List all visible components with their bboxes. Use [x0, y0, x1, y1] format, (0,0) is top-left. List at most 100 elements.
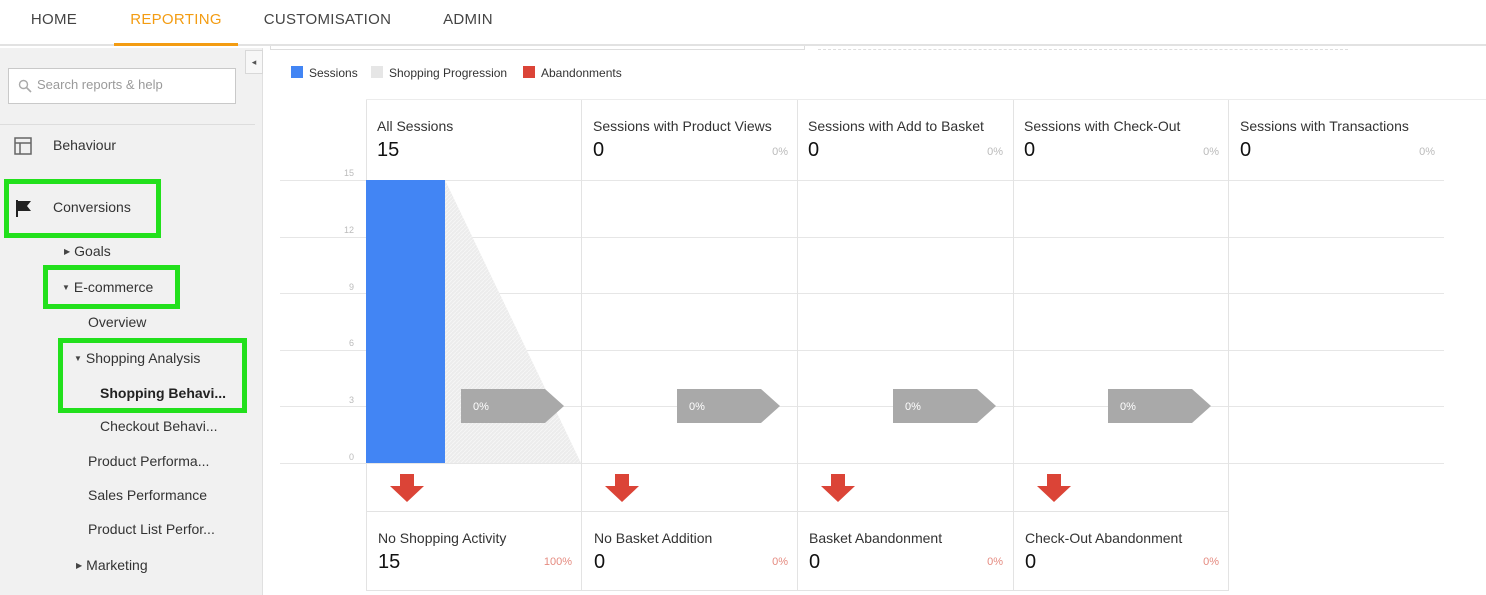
- abandonment-arrow-icon: [390, 474, 424, 502]
- top-navigation: HOME REPORTING CUSTOMISATION ADMIN: [0, 0, 1486, 46]
- abandonment-name: Basket Abandonment: [809, 530, 943, 546]
- legend-progression: Shopping Progression: [371, 66, 507, 80]
- stage-value: 15: [377, 139, 400, 161]
- sidebar-item-sales-performance[interactable]: Sales Performance: [88, 487, 208, 503]
- legend-abandonments: Abandonments: [523, 66, 622, 80]
- gridline: [280, 406, 1444, 407]
- progression-tag-label: 0%: [689, 401, 705, 413]
- abandonment-name: No Shopping Activity: [378, 530, 507, 546]
- y-tick-label: 15: [343, 168, 354, 178]
- stage-percent: 0%: [772, 146, 788, 158]
- search-input[interactable]: [37, 77, 227, 92]
- stage-value: 0: [808, 139, 820, 161]
- column-separator: [797, 100, 798, 591]
- collapse-sidebar-button[interactable]: ◂: [245, 50, 263, 74]
- legend-swatch: [371, 66, 383, 78]
- expand-right-icon: ▶: [64, 247, 71, 256]
- sidebar-item-overview[interactable]: Overview: [88, 314, 147, 330]
- abandonment-card[interactable]: [366, 511, 582, 591]
- tab-admin[interactable]: ADMIN: [443, 11, 493, 28]
- sidebar-item-product-performance[interactable]: Product Performa...: [88, 453, 210, 469]
- tab-customisation[interactable]: CUSTOMISATION: [263, 11, 392, 28]
- abandonment-card[interactable]: [581, 511, 798, 591]
- sidebar-item-checkout-behaviour[interactable]: Checkout Behavi...: [100, 418, 218, 434]
- stage-name: Sessions with Check-Out: [1024, 118, 1181, 134]
- abandonment-value: 0: [594, 551, 606, 573]
- stage-name: Sessions with Transactions: [1240, 118, 1409, 134]
- sidebar-item-conversions[interactable]: Conversions: [53, 199, 131, 215]
- sidebar: Behaviour Conversions ▶Goals ▼E-commerce…: [0, 48, 263, 595]
- gridline: [280, 463, 1444, 464]
- stage-percent: 0%: [987, 146, 1003, 158]
- divider: [0, 124, 255, 125]
- abandonment-name: Check-Out Abandonment: [1025, 530, 1183, 546]
- progression-tag-label: 0%: [473, 401, 489, 413]
- sidebar-item-product-list-performance[interactable]: Product List Perfor...: [88, 521, 215, 537]
- gridline: [280, 293, 1444, 294]
- stage-value: 0: [593, 139, 605, 161]
- expand-down-icon: ▼: [74, 354, 82, 363]
- legend-label: Shopping Progression: [389, 66, 508, 80]
- abandonment-percent: 100%: [543, 556, 572, 568]
- progression-tag: 0%: [1108, 389, 1211, 423]
- abandonment-name: No Basket Addition: [594, 530, 713, 546]
- y-tick-label: 0: [348, 452, 354, 462]
- sidebar-item-ecommerce[interactable]: ▼ E-commerce: [62, 279, 153, 295]
- sidebar-item-marketing[interactable]: ▶ Marketing: [76, 557, 148, 573]
- legend-label: Abandonments: [541, 66, 622, 80]
- stage-name: Sessions with Add to Basket: [808, 118, 984, 134]
- abandonment-arrow-icon: [821, 474, 855, 502]
- tab-home[interactable]: HOME: [30, 11, 78, 28]
- header-divider: [366, 99, 1486, 100]
- highlight-box-shopping-behaviour: [58, 338, 247, 413]
- y-tick-label: 3: [348, 395, 354, 405]
- stage-percent: 0%: [1203, 146, 1219, 158]
- stage-name: Sessions with Product Views: [593, 118, 772, 134]
- legend-sessions: Sessions: [291, 66, 358, 80]
- sessions-bar: [366, 180, 445, 463]
- progression-tag-label: 0%: [905, 401, 921, 413]
- progression-tag: 0%: [677, 389, 780, 423]
- gridline: [280, 237, 1444, 238]
- highlight-box-ecommerce: [43, 265, 180, 309]
- legend-swatch: [523, 66, 535, 78]
- gridline: [280, 350, 1444, 351]
- search-box[interactable]: [8, 68, 236, 104]
- abandonment-card[interactable]: [797, 511, 1014, 591]
- column-separator: [1013, 100, 1014, 591]
- y-tick-label: 6: [348, 338, 354, 348]
- legend-label: Sessions: [309, 66, 358, 80]
- shopping-analysis-label: Shopping Analysis: [85, 350, 201, 366]
- abandonment-percent: 0%: [1203, 556, 1219, 568]
- tab-reporting[interactable]: REPORTING: [114, 0, 238, 46]
- stage-name: All Sessions: [377, 118, 454, 134]
- progression-tag: 0%: [893, 389, 996, 423]
- flag-icon: [16, 200, 31, 217]
- abandonment-value: 15: [378, 551, 401, 573]
- sidebar-item-behaviour[interactable]: Behaviour: [53, 137, 117, 153]
- expand-right-icon: ▶: [76, 561, 83, 570]
- gridline: [280, 180, 1444, 181]
- top-control-edge: [270, 46, 805, 50]
- highlight-box-conversions: [4, 179, 161, 238]
- column-separator: [581, 100, 582, 591]
- sidebar-item-shopping-behaviour[interactable]: Shopping Behavi...: [100, 385, 227, 401]
- behaviour-icon: [14, 137, 32, 155]
- expand-down-icon: ▼: [62, 283, 70, 292]
- abandonment-percent: 0%: [772, 556, 788, 568]
- ecommerce-label: E-commerce: [73, 279, 154, 295]
- progression-tag: 0%: [461, 389, 564, 423]
- abandonment-card[interactable]: [1013, 511, 1229, 591]
- legend-swatch: [291, 66, 303, 78]
- sidebar-item-shopping-analysis[interactable]: ▼ Shopping Analysis: [74, 350, 200, 366]
- abandonment-percent: 0%: [987, 556, 1003, 568]
- abandonment-value: 0: [809, 551, 821, 573]
- y-tick-label: 12: [343, 225, 354, 235]
- sidebar-item-goals[interactable]: ▶ Goals: [64, 243, 111, 259]
- abandonment-arrow-icon: [605, 474, 639, 502]
- abandonment-arrow-icon: [1037, 474, 1071, 502]
- stage-percent: 0%: [1419, 146, 1435, 158]
- stage-value: 0: [1240, 139, 1252, 161]
- progression-tag-label: 0%: [1120, 401, 1136, 413]
- goals-label: Goals: [74, 243, 111, 259]
